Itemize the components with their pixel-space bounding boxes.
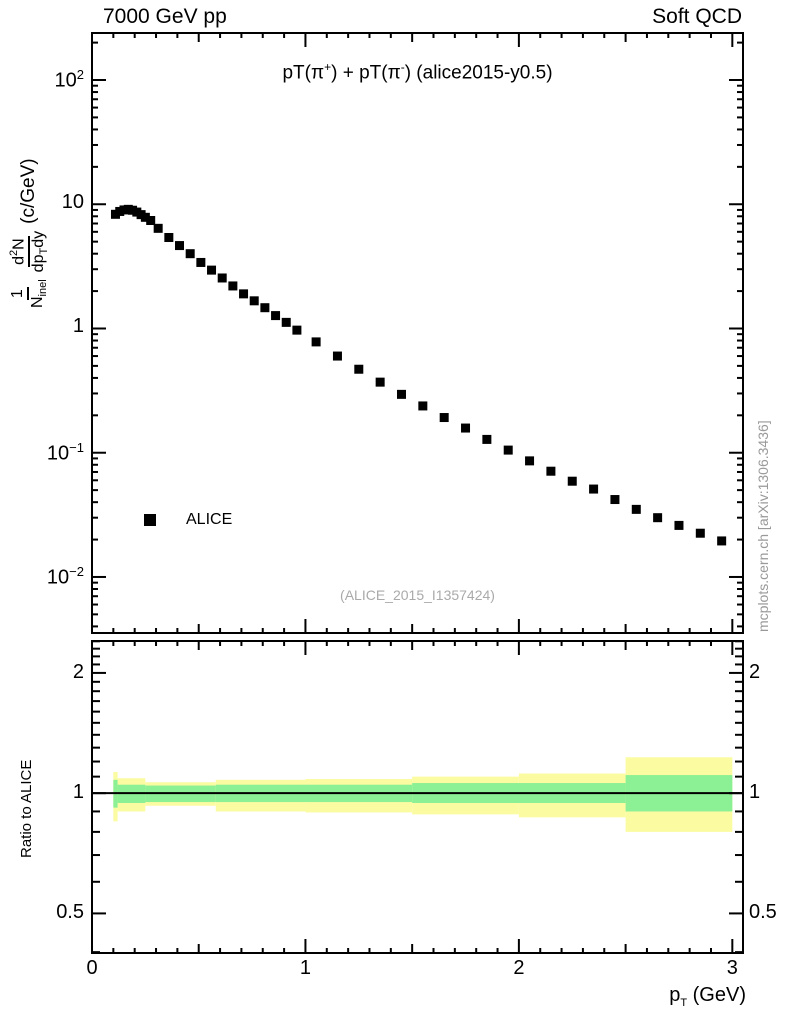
- data-point-marker: [164, 232, 174, 242]
- data-point-marker: [140, 212, 150, 222]
- ratio-y-tick-label-right: 2: [749, 660, 761, 683]
- main-y-tick-label: 10−2: [46, 563, 84, 589]
- data-point-marker: [185, 249, 195, 259]
- data-point-marker: [546, 466, 556, 476]
- data-point-marker: [525, 456, 535, 466]
- legend-marker-square: [144, 514, 156, 526]
- data-point-marker: [239, 289, 249, 299]
- x-tick-label: 2: [513, 957, 525, 979]
- ratio-y-tick-label-left: 1: [72, 781, 84, 804]
- data-point-marker: [196, 257, 206, 267]
- x-tick-label: 1: [299, 957, 311, 979]
- data-point-marker: [146, 215, 156, 225]
- x-tick-label: 0: [86, 957, 98, 979]
- y-axis-units: (c/GeV): [18, 158, 40, 224]
- main-panel-frame: [91, 32, 744, 634]
- data-point-marker: [217, 273, 227, 283]
- d2n-dptdy-fraction: d2N dpTdy: [8, 230, 51, 273]
- legend-label-alice: ALICE: [186, 511, 233, 528]
- inverse-ninel-fraction: 1 Ninel: [9, 279, 49, 308]
- data-point-marker: [292, 325, 302, 335]
- data-point-marker: [281, 317, 291, 327]
- data-point-marker: [175, 241, 185, 251]
- data-point-marker: [418, 401, 428, 411]
- observable-title: pT(π+) + pT(π-) (alice2015-y0.5): [282, 60, 553, 84]
- data-point-marker: [260, 303, 270, 313]
- data-point-marker: [717, 536, 727, 546]
- main-y-tick-label: 102: [54, 67, 84, 92]
- data-point-marker: [375, 377, 385, 387]
- data-point-marker: [653, 513, 663, 523]
- main-y-tick-label: 1: [72, 315, 84, 338]
- data-point-marker: [567, 476, 577, 486]
- ratio-y-tick-label-left: 0.5: [56, 901, 84, 924]
- ratio-y-tick-label-right: 0.5: [749, 901, 777, 924]
- data-point-marker: [503, 445, 513, 455]
- data-point-marker: [311, 337, 321, 347]
- main-y-axis-title: 1 Ninel d2N dpTdy (c/GeV): [8, 158, 50, 308]
- data-point-marker: [674, 520, 684, 530]
- main-y-tick-label: 10: [61, 191, 84, 214]
- data-point-marker: [354, 364, 364, 374]
- data-point-marker: [396, 389, 406, 399]
- analysis-id-watermark: (ALICE_2015_I1357424): [340, 587, 495, 603]
- mcplots-credit: mcplots.cern.ch [arXiv:1306.3436]: [755, 420, 771, 632]
- data-point-marker: [439, 413, 449, 423]
- ratio-y-tick-label-left: 2: [72, 660, 84, 683]
- ratio-y-tick-label-right: 1: [749, 781, 761, 804]
- data-point-marker: [589, 484, 599, 494]
- ratio-y-axis-title: Ratio to ALICE: [18, 759, 35, 858]
- main-y-tick-label: 10−1: [46, 439, 84, 465]
- data-point-marker: [695, 528, 705, 538]
- data-point-marker: [207, 265, 217, 275]
- data-point-marker: [610, 495, 620, 505]
- x-axis-title: pT (GeV): [669, 984, 746, 1009]
- x-tick-label: 3: [726, 957, 738, 979]
- data-point-marker: [461, 423, 471, 433]
- ratio-panel-frame: [91, 640, 744, 954]
- header-process-group: Soft QCD: [652, 5, 742, 28]
- data-point-marker: [631, 504, 641, 514]
- data-point-marker: [249, 296, 259, 306]
- data-point-marker: [482, 434, 492, 444]
- data-point-marker: [153, 223, 163, 233]
- header-beam-energy: 7000 GeV pp: [103, 5, 227, 28]
- data-point-marker: [228, 281, 238, 291]
- data-point-marker: [332, 351, 342, 361]
- data-point-marker: [271, 311, 281, 321]
